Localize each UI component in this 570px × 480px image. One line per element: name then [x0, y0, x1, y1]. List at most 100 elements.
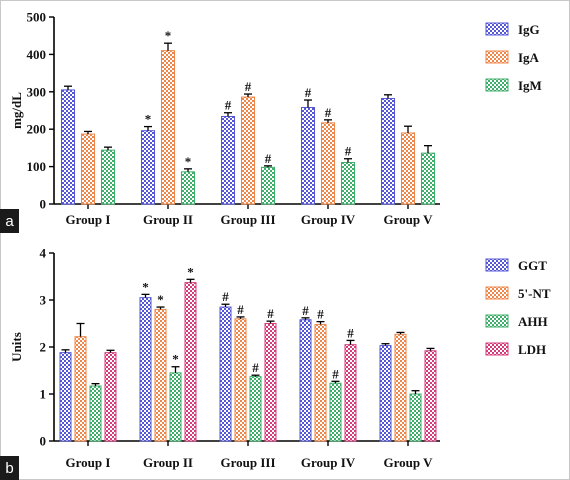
panel-b-significance-mark: # — [237, 302, 244, 317]
panel-a-bar-iga-group-iv — [321, 122, 335, 205]
panel-b-bar-ahh-group-ii — [169, 372, 182, 442]
panel-a-y-tick-label: 300 — [27, 84, 47, 99]
panel-a-significance-mark: # — [305, 85, 312, 100]
panel-b-chart: 0 1 2 3 4 Units Group I Group II * * * * Group III # #… — [9, 246, 551, 471]
panel-a-bar-igm-group-i — [101, 149, 115, 205]
panel-a-significance-mark: # — [225, 98, 232, 113]
panel-a-y-tick-label: 200 — [27, 122, 47, 137]
panel-a-legend-label-igg: IgG — [518, 22, 540, 37]
panel-b-label-box — [0, 456, 19, 480]
panel-a-bar-igm-group-v — [421, 152, 435, 205]
panel-b-legend-label-ggt: GGT — [518, 258, 547, 273]
panel-b-significance-mark: # — [302, 303, 309, 318]
panel-a-bar-igg-group-v — [381, 98, 395, 205]
panel-b-x-tick-label: Group IV — [301, 455, 356, 470]
panel-b-y-tick-label: 2 — [40, 340, 47, 355]
panel-b-legend-swatch-5-nt — [485, 286, 509, 300]
panel-a-y-axis-label: mg/dL — [9, 92, 24, 129]
panel-a-significance-mark: # — [245, 79, 252, 94]
panel-b-bar-ggt-group-iv — [299, 319, 312, 442]
panel-b-x-tick-label: Group I — [66, 455, 111, 470]
panel-b-legend-swatch-ldh — [485, 342, 509, 356]
panel-b-label: b — [5, 460, 13, 477]
panel-a-label: a — [5, 213, 14, 230]
panel-a-legend-swatch-iga — [485, 50, 509, 64]
panel-a-x-tick-label: Group III — [220, 212, 275, 227]
panel-b-significance-mark: # — [222, 289, 229, 304]
panel-b-bar-ahh-group-v — [409, 393, 422, 442]
panel-a-y-tick-label: 0 — [40, 197, 47, 212]
panel-b-bar-5-nt-group-v — [394, 333, 407, 442]
panel-b-significance-mark: # — [317, 307, 324, 322]
panel-a-bar-igg-group-iii — [221, 115, 235, 205]
panel-b-x-tick-label: Group V — [383, 455, 433, 470]
panel-b-legend-swatch-ggt — [485, 258, 509, 272]
panel-b-bar-ahh-group-i — [89, 385, 102, 442]
panel-b-bar-5-nt-group-i — [74, 336, 87, 442]
panel-b-significance-mark: * — [172, 352, 179, 367]
panel-b-significance-mark: # — [267, 306, 274, 321]
panel-b-bar-ggt-group-v — [379, 345, 392, 442]
panel-a-y-tick-label: 100 — [27, 159, 47, 174]
panel-b-bar-ggt-group-i — [59, 352, 72, 442]
panel-a-significance-mark: * — [185, 154, 192, 169]
panel-a-x-tick-label: Group I — [66, 212, 111, 227]
panel-a-legend-swatch-igm — [485, 78, 509, 92]
panel-a-legend-label-iga: IgA — [518, 50, 540, 65]
panel-b-bar-ahh-group-iv — [329, 382, 342, 442]
panel-a-bar-iga-group-iii — [241, 96, 255, 205]
panel-b-bar-5-nt-group-ii — [154, 308, 167, 442]
panel-b-legend-swatch-ahh — [485, 314, 509, 328]
panel-a-label-box — [0, 209, 19, 233]
panel-b-x-tick-label: Group III — [220, 455, 275, 470]
panel-b-y-tick-label: 4 — [40, 246, 47, 261]
panel-a-significance-mark: # — [265, 151, 272, 166]
panel-b-bar-5-nt-group-iv — [314, 323, 327, 442]
panel-b-bar-5-nt-group-iii — [234, 318, 247, 442]
panel-a-bar-igm-group-iii — [261, 166, 275, 205]
panel-b-legend-label-ahh: AHH — [518, 314, 548, 329]
panel-a-x-tick-label: Group IV — [301, 212, 356, 227]
panel-a-x-tick-label: Group V — [383, 212, 433, 227]
panel-a-bar-igg-group-i — [61, 89, 75, 205]
panel-a-significance-mark: # — [345, 144, 352, 159]
panel-a-bar-igm-group-iv — [341, 161, 355, 205]
panel-b-legend-label-ldh: LDH — [518, 342, 546, 357]
panel-a-bar-iga-group-i — [81, 133, 95, 205]
panel-b-legend-label-5-nt: 5'-NT — [518, 286, 551, 301]
panel-b-bar-ggt-group-ii — [139, 297, 152, 442]
panel-b-significance-mark: # — [347, 325, 354, 340]
panel-b-y-tick-label: 1 — [40, 387, 47, 402]
panel-b-significance-mark: * — [157, 292, 164, 307]
panel-b-bar-ldh-group-i — [104, 352, 117, 442]
panel-b-significance-mark: * — [187, 264, 194, 279]
panel-a-chart: 0 100 200 300 400 500 mg/dL Group I Group II * * * G… — [9, 10, 542, 228]
panel-a-bar-iga-group-v — [401, 132, 415, 205]
panel-a-significance-mark: * — [145, 112, 152, 127]
panel-a-significance-mark: # — [325, 105, 332, 120]
panel-b-bar-ldh-group-v — [424, 350, 437, 442]
panel-b-y-tick-label: 3 — [40, 293, 47, 308]
panel-a-bar-iga-group-ii — [161, 50, 175, 205]
panel-a-y-tick-label: 500 — [27, 10, 47, 25]
panel-a-bar-igg-group-iv — [301, 107, 315, 205]
panel-b-x-tick-label: Group II — [143, 455, 193, 470]
panel-b-bar-ahh-group-iii — [249, 376, 262, 442]
panel-b-significance-mark: * — [142, 279, 149, 294]
panel-a-bar-igg-group-ii — [141, 130, 155, 205]
panel-b-significance-mark: # — [332, 366, 339, 381]
panel-a-bar-igm-group-ii — [181, 171, 195, 205]
panel-b-significance-mark: # — [252, 360, 259, 375]
panel-b-bar-ldh-group-ii — [184, 282, 197, 442]
panel-b-y-axis-label: Units — [9, 332, 24, 362]
panel-a-legend-label-igm: IgM — [518, 78, 542, 93]
panel-b-bar-ldh-group-iii — [264, 323, 277, 442]
panel-b-bar-ldh-group-iv — [344, 344, 357, 442]
panel-a-y-tick-label: 400 — [27, 47, 47, 62]
panel-a-legend-swatch-igg — [485, 22, 509, 36]
panel-b-y-tick-label: 0 — [40, 434, 47, 449]
panel-a-significance-mark: * — [165, 28, 172, 43]
panel-a-x-tick-label: Group II — [143, 212, 193, 227]
panel-b-bar-ggt-group-iii — [219, 306, 232, 442]
